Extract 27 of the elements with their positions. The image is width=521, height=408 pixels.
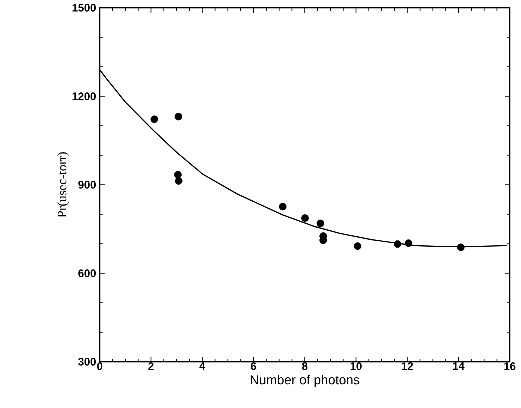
x-tick-label: 14 <box>453 362 465 370</box>
x-tick-label: 6 <box>251 362 256 370</box>
x-tick-label: 8 <box>302 362 308 370</box>
point <box>174 171 182 179</box>
y-tick-label: 300 <box>78 358 96 366</box>
x-tick-label: 16 <box>504 362 516 370</box>
y-tick-label: 1500 <box>72 4 96 12</box>
y-axis-title: Pr(usec-torr) <box>58 152 70 218</box>
y-tick-label: 600 <box>78 270 96 278</box>
x-tick-label: 0 <box>97 362 103 370</box>
x-tick-label: 10 <box>350 362 362 370</box>
point <box>174 113 182 121</box>
y-tick-label: 900 <box>78 181 96 189</box>
y-tick-label: 1200 <box>72 92 96 100</box>
point <box>394 240 402 248</box>
x-tick-label: 4 <box>200 362 206 370</box>
point <box>457 244 465 252</box>
point <box>316 220 324 228</box>
point <box>404 240 413 248</box>
x-axis-title: Number of photons <box>250 375 360 388</box>
point <box>175 177 183 185</box>
point <box>301 214 310 222</box>
point <box>279 203 287 211</box>
x-tick-label: 12 <box>402 362 414 370</box>
x-tick-label: 2 <box>148 362 154 370</box>
point <box>354 242 362 250</box>
point <box>150 116 158 124</box>
